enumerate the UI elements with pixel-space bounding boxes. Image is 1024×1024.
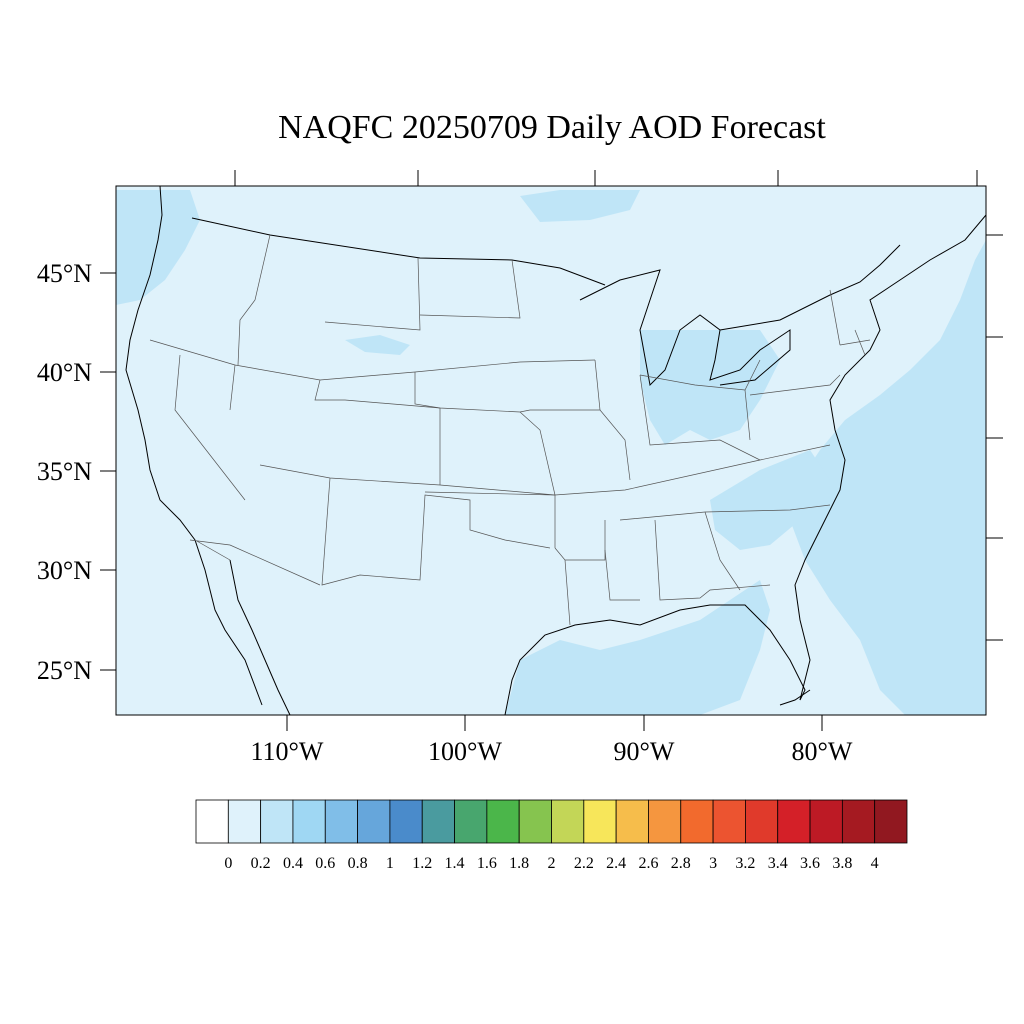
- aod-patch-southeast: [710, 450, 830, 550]
- lat-label-25: 25°N: [37, 656, 92, 685]
- state-boundaries: [149, 234, 871, 626]
- colorbar-swatch: [841, 799, 876, 844]
- colorbar-label: 4: [871, 855, 879, 872]
- right-ticks: [986, 234, 1003, 641]
- colorbar-label: 2.8: [671, 855, 691, 872]
- canada-border: [191, 217, 901, 331]
- colorbar-label: 2.6: [638, 855, 658, 872]
- colorbar-swatch: [615, 799, 649, 844]
- colorbar-label: 1.2: [412, 855, 432, 872]
- colorbar-swatch: [809, 799, 843, 844]
- aod-patch-northwest: [116, 190, 200, 305]
- colorbar-label: 0.4: [283, 855, 303, 872]
- colorbar-swatch: [454, 799, 488, 844]
- colorbar-label: 0.8: [348, 855, 368, 872]
- colorbar-label: 1: [386, 855, 394, 872]
- colorbar-swatch: [874, 799, 908, 844]
- florida-keys: [779, 689, 811, 706]
- colorbar-label: 2: [548, 855, 556, 872]
- colorbar-label: 2.2: [574, 855, 594, 872]
- colorbar-swatch: [551, 799, 585, 844]
- map-title: NAQFC 20250709 Daily AOD Forecast: [278, 109, 826, 146]
- lon-label-80w: 80°W: [792, 737, 853, 766]
- top-ticks: [234, 170, 978, 186]
- aod-patch-great-lakes: [640, 330, 780, 445]
- colorbar-label: 0.6: [315, 855, 335, 872]
- colorbar-swatch: [292, 799, 326, 844]
- left-ticks: [100, 272, 116, 671]
- coastlines: [125, 185, 987, 716]
- colorbar-label: 2.4: [606, 855, 626, 872]
- aod-patch-gulf: [505, 580, 770, 715]
- aod-patches: [116, 190, 986, 715]
- baja-gulf-coast: [229, 559, 291, 716]
- bottom-ticks: [286, 715, 823, 731]
- atlantic-coast: [794, 214, 987, 701]
- pacific-coast: [125, 185, 263, 706]
- colorbar-swatch: [389, 799, 423, 844]
- colorbar-swatch: [680, 799, 714, 844]
- colorbar-label: 3.2: [735, 855, 755, 872]
- colorbar-label: 1.8: [509, 855, 529, 872]
- gulf-coast: [504, 604, 806, 716]
- colorbar-swatch: [324, 799, 358, 844]
- great-lakes: [579, 269, 791, 387]
- colorbar-swatch: [712, 799, 746, 844]
- lat-label-30: 30°N: [37, 556, 92, 585]
- map-frame: [115, 185, 987, 716]
- colorbar-label: 1.6: [477, 855, 497, 872]
- colorbar-label: 0: [224, 855, 232, 872]
- colorbar-swatch: [421, 799, 455, 844]
- colorbar-label: 0.2: [251, 855, 271, 872]
- colorbar-label: 3: [709, 855, 717, 872]
- colorbar-swatch: [777, 799, 811, 844]
- colorbar-swatch: [195, 799, 229, 844]
- aod-patch-north: [520, 190, 640, 222]
- lat-label-40: 40°N: [37, 358, 92, 387]
- lat-label-35: 35°N: [37, 457, 92, 486]
- colorbar-label: 3.4: [768, 855, 788, 872]
- aod-patch-wyoming: [345, 335, 410, 355]
- colorbar: 0 0.2 0.4 0.6 0.8 1 1.2 1.4 1.6 1.8 2 2.2 2.4 2.6 2.8 3…: [195, 799, 908, 872]
- colorbar-swatch: [357, 799, 391, 844]
- colorbar-swatch: [486, 799, 520, 844]
- lat-label-45: 45°N: [37, 259, 92, 288]
- colorbar-swatch: [518, 799, 552, 844]
- aod-patch-caribbean: [890, 680, 986, 715]
- lon-label-110w: 110°W: [251, 737, 324, 766]
- colorbar-swatch: [583, 799, 617, 844]
- colorbar-label: 1.4: [445, 855, 465, 872]
- colorbar-swatch: [648, 799, 682, 844]
- colorbar-swatch: [227, 799, 262, 844]
- colorbar-label: 3.6: [800, 855, 820, 872]
- colorbar-label: 3.8: [832, 855, 852, 872]
- lon-label-90w: 90°W: [614, 737, 675, 766]
- lon-label-100w: 100°W: [428, 737, 502, 766]
- colorbar-swatch: [745, 799, 779, 844]
- aod-patch-atlantic: [790, 240, 986, 715]
- colorbar-swatch: [260, 799, 294, 844]
